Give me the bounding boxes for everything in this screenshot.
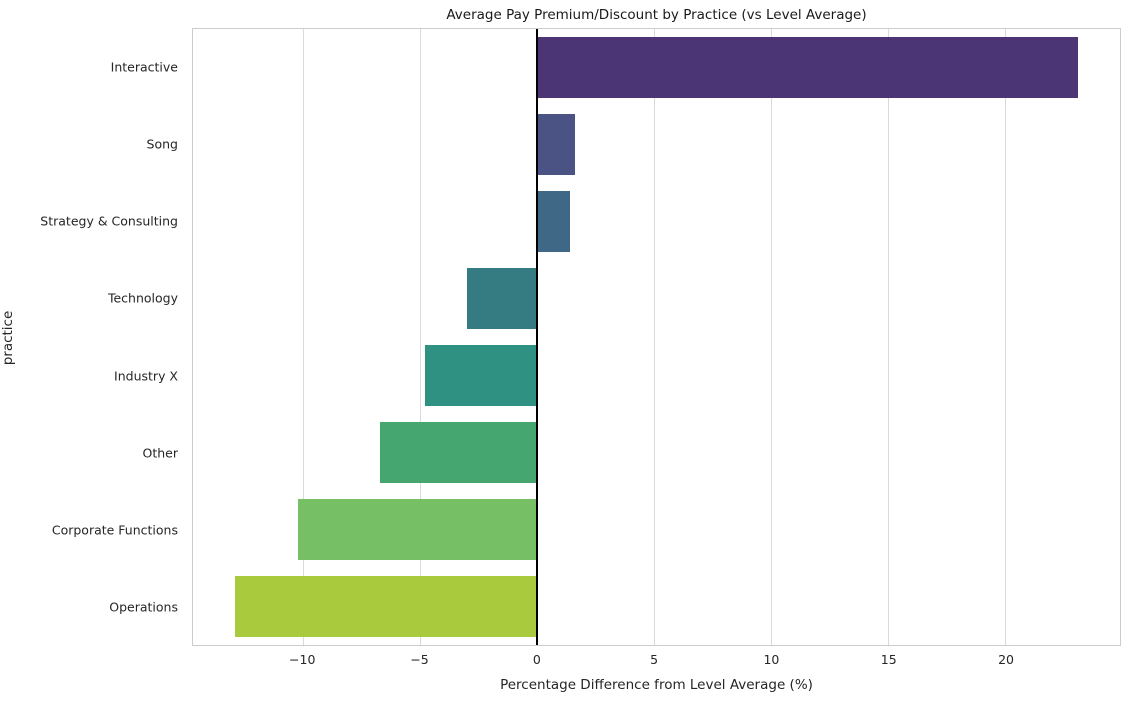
y-tick-label: Song [146, 136, 178, 152]
x-tick-label: −10 [289, 652, 316, 667]
x-tick-label: −5 [410, 652, 429, 667]
gridline [887, 29, 889, 645]
x-tick-label: 5 [650, 652, 659, 667]
x-tick-label: 10 [763, 652, 780, 667]
y-axis-tick-labels: Interactive Song Strategy & Consulting Tech… [0, 28, 178, 646]
gridline [419, 29, 421, 645]
bar-other [380, 421, 538, 484]
chart-title: Average Pay Premium/Discount by Practice… [446, 7, 867, 23]
y-tick-label: Industry X [114, 368, 178, 384]
y-tick-label: Operations [109, 599, 178, 615]
zero-line [536, 29, 539, 645]
y-tick-label: Strategy & Consulting [40, 213, 178, 229]
y-tick-label: Corporate Functions [51, 522, 178, 538]
y-tick-label: Other [142, 445, 179, 461]
y-tick-label: Technology [107, 290, 178, 306]
x-tick-label: 20 [998, 652, 1014, 667]
plot-area [192, 28, 1121, 646]
gridline [770, 29, 772, 645]
bar-operations [235, 575, 538, 638]
y-tick-label: Interactive [110, 59, 178, 75]
bar-song [537, 113, 575, 176]
bar-industry-x [424, 344, 538, 407]
gridline [302, 29, 304, 645]
bar-corporate-functions [298, 498, 538, 561]
x-axis-label: Percentage Difference from Level Average… [500, 677, 813, 693]
gridline [653, 29, 655, 645]
gridline [1004, 29, 1006, 645]
bar-strategy-consulting [537, 190, 570, 253]
x-tick-label: 0 [532, 652, 541, 667]
bar-technology [466, 267, 538, 330]
bar-interactive [537, 36, 1078, 99]
x-tick-label: 15 [880, 652, 897, 667]
x-axis-tick-labels: −10 −5 0 5 10 15 20 [192, 652, 1121, 672]
